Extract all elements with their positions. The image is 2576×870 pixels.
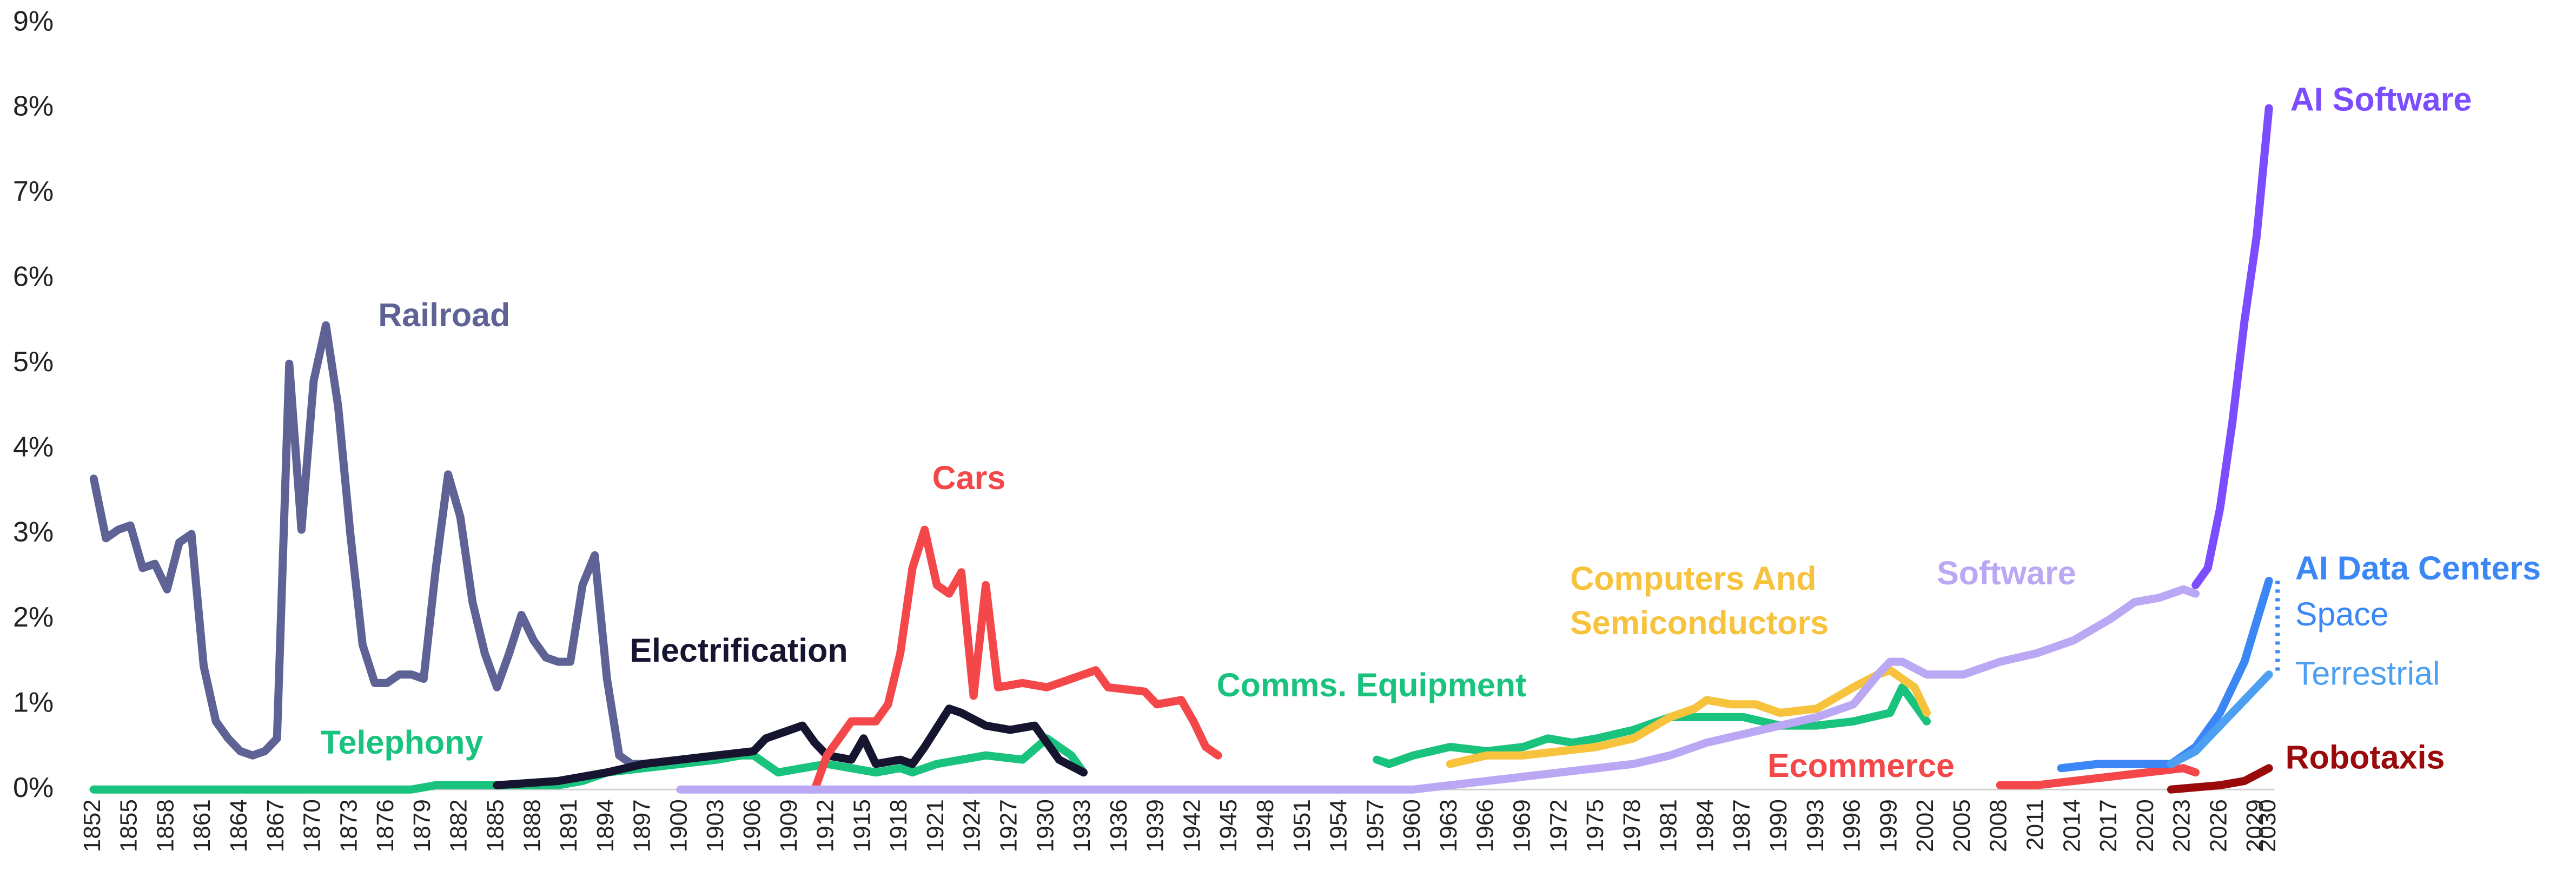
series-line bbox=[2191, 104, 2273, 589]
series-label: Robotaxis bbox=[2286, 739, 2445, 776]
y-tick-label: 5% bbox=[13, 346, 54, 378]
series-line bbox=[1446, 666, 1931, 768]
series-line bbox=[810, 525, 1222, 794]
x-tick-label: 1972 bbox=[1545, 799, 1572, 852]
x-tick-label: 2002 bbox=[1912, 799, 1938, 852]
x-tick-label: 1954 bbox=[1326, 799, 1352, 852]
x-tick-label: 1951 bbox=[1289, 799, 1315, 852]
x-tick-label: 1981 bbox=[1655, 799, 1682, 852]
y-tick-label: 0% bbox=[13, 772, 54, 803]
x-tick-label: 1978 bbox=[1619, 799, 1645, 852]
series-line bbox=[2167, 764, 2273, 794]
x-tick-label: 1963 bbox=[1435, 799, 1462, 852]
series-label: Ecommerce bbox=[1767, 747, 1955, 784]
series-label: Electrification bbox=[630, 632, 847, 669]
series-label: Comms. Equipment bbox=[1217, 667, 1527, 703]
x-tick-label: 1855 bbox=[116, 799, 142, 852]
x-tick-label: 1888 bbox=[519, 799, 545, 852]
y-tick-label: 1% bbox=[13, 687, 54, 719]
x-tick-label: 1930 bbox=[1032, 799, 1058, 852]
x-tick-label: 2008 bbox=[1985, 799, 2012, 852]
series-label: Railroad bbox=[378, 296, 510, 333]
x-tick-label: 1999 bbox=[1875, 799, 1902, 852]
series-label: AI Software bbox=[2290, 81, 2472, 118]
series-line bbox=[676, 585, 2200, 794]
x-tick-label: 1924 bbox=[959, 799, 985, 852]
series-line bbox=[493, 704, 1088, 789]
x-tick-label: 1918 bbox=[885, 799, 912, 852]
series-line bbox=[89, 734, 1088, 794]
x-tick-label: 1852 bbox=[79, 799, 105, 852]
x-tick-label: 2023 bbox=[2169, 799, 2195, 852]
x-tick-label: 2014 bbox=[2058, 799, 2085, 852]
x-tick-label: 1858 bbox=[152, 799, 178, 852]
x-tick-label: 1864 bbox=[226, 799, 252, 852]
x-tick-label: 1906 bbox=[739, 799, 765, 852]
x-tick-label: 1945 bbox=[1215, 799, 1242, 852]
x-tick-label: 1882 bbox=[446, 799, 472, 852]
x-tick-label: 1885 bbox=[482, 799, 509, 852]
x-tick-label: 1942 bbox=[1178, 799, 1205, 852]
series-label: AI Data Centers bbox=[2295, 550, 2541, 586]
x-tick-label: 1927 bbox=[996, 799, 1022, 852]
x-tick-label: 1900 bbox=[665, 799, 692, 852]
y-tick-label: 3% bbox=[13, 517, 54, 548]
x-tick-label: 1921 bbox=[922, 799, 949, 852]
x-tick-label: 1936 bbox=[1105, 799, 1132, 852]
x-tick-label: 1960 bbox=[1399, 799, 1425, 852]
x-tick-label: 2029 bbox=[2242, 799, 2268, 852]
x-tick-label: 1969 bbox=[1509, 799, 1535, 852]
x-tick-label: 2011 bbox=[2022, 799, 2049, 851]
x-tick-label: 1894 bbox=[592, 799, 619, 852]
x-tick-label: 1879 bbox=[409, 799, 435, 852]
x-tick-label: 2030 bbox=[2254, 799, 2281, 852]
x-tick-label: 1993 bbox=[1802, 799, 1829, 852]
x-tick-label: 1897 bbox=[629, 799, 655, 852]
x-tick-label: 2020 bbox=[2132, 799, 2158, 852]
y-tick-label: 8% bbox=[13, 91, 54, 122]
x-tick-label: 1933 bbox=[1069, 799, 1095, 852]
x-tick-label: 1915 bbox=[849, 799, 875, 852]
x-tick-label: 1990 bbox=[1765, 799, 1792, 852]
y-tick-label: 2% bbox=[13, 602, 54, 633]
series-line bbox=[1996, 764, 2200, 789]
x-tick-label: 1957 bbox=[1362, 799, 1388, 852]
series-label: Computers And Semiconductors bbox=[1570, 559, 1829, 641]
x-tick-label: 1987 bbox=[1729, 799, 1755, 852]
x-tick-label: 1873 bbox=[335, 799, 362, 852]
x-tick-label: 1891 bbox=[555, 799, 582, 852]
x-tick-label: 1876 bbox=[372, 799, 399, 852]
series-label: Cars bbox=[932, 459, 1006, 496]
x-tick-label: 1903 bbox=[702, 799, 729, 852]
x-tick-label: 2005 bbox=[1949, 799, 1975, 852]
series-line bbox=[2057, 577, 2273, 773]
series-label: Telephony bbox=[321, 724, 484, 761]
x-tick-label: 1939 bbox=[1142, 799, 1169, 852]
y-tick-label: 9% bbox=[13, 5, 54, 37]
series-line bbox=[89, 321, 648, 768]
y-tick-label: 6% bbox=[13, 261, 54, 293]
x-tick-label: 1909 bbox=[776, 799, 802, 852]
x-tick-label: 1867 bbox=[262, 799, 289, 852]
x-tick-label: 1984 bbox=[1692, 799, 1718, 852]
x-tick-label: 1861 bbox=[189, 799, 215, 852]
x-tick-label: 1870 bbox=[299, 799, 326, 852]
x-tick-label: 1966 bbox=[1472, 799, 1499, 852]
series-label: Software bbox=[1937, 555, 2076, 591]
y-tick-label: 7% bbox=[13, 176, 54, 207]
x-tick-label: 1948 bbox=[1252, 799, 1279, 852]
annotation: Space bbox=[2295, 596, 2389, 632]
x-tick-label: 1996 bbox=[1839, 799, 1865, 852]
x-tick-label: 2026 bbox=[2205, 799, 2231, 852]
x-tick-label: 1912 bbox=[812, 799, 839, 852]
y-tick-label: 4% bbox=[13, 431, 54, 463]
x-tick-label: 2017 bbox=[2095, 799, 2122, 852]
series-label: Terrestrial bbox=[2295, 655, 2440, 692]
series-line bbox=[2167, 670, 2273, 768]
x-tick-label: 1975 bbox=[1582, 799, 1608, 852]
series-label-box: Computers And Semiconductors bbox=[1570, 559, 1829, 641]
